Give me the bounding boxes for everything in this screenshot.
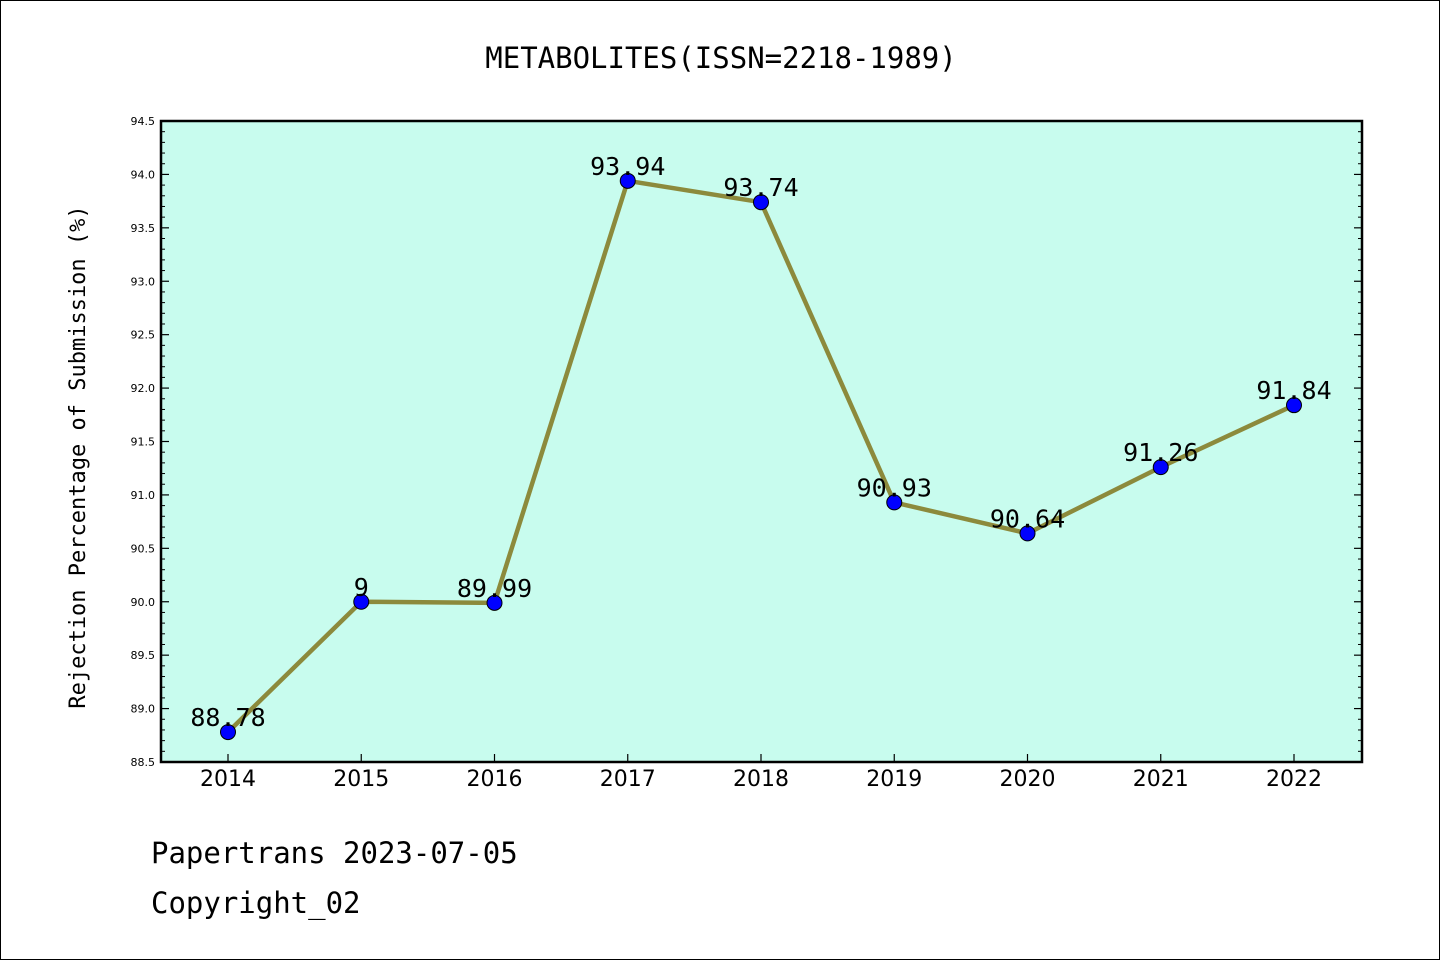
- data-point: [353, 593, 370, 610]
- y-tick-label: 92.0: [131, 382, 156, 395]
- data-label: 91.26: [1123, 438, 1198, 467]
- data-point: [886, 494, 903, 511]
- x-tick-label: 2014: [200, 767, 256, 792]
- y-axis: 88.5 89.0 89.5 90.0 90.5 91.0 91.5 92.0 92.5 93.0…: [131, 115, 1362, 769]
- x-tick-label: 2017: [600, 767, 656, 792]
- data-point: [1152, 459, 1169, 476]
- y-tick-label: 94.0: [131, 168, 156, 181]
- x-axis: 2014 2015 2016 2017 2018 2019 2020 2021 2022: [200, 754, 1322, 792]
- x-tick-label: 2016: [467, 767, 523, 792]
- plot-area: [159, 119, 1364, 764]
- chart-title: METABOLITES(ISSN=2218-1989): [485, 41, 956, 75]
- data-label: 9: [354, 573, 369, 602]
- data-label: 88.78: [190, 703, 265, 732]
- y-axis-label: Rejection Percentage of Submission (%): [66, 205, 91, 708]
- footer-copyright-text: Copyright_02: [151, 886, 361, 920]
- x-tick-label: 2020: [1000, 767, 1056, 792]
- y-tick-label: 91.0: [131, 489, 156, 502]
- data-point: [1286, 397, 1302, 414]
- y-tick-label: 90.5: [131, 542, 156, 555]
- y-tick-label: 91.5: [131, 436, 156, 449]
- x-tick-label: 2015: [333, 767, 389, 792]
- data-label: 90.93: [857, 473, 932, 502]
- data-point: [1019, 525, 1036, 542]
- data-point: [220, 724, 236, 741]
- x-tick-label: 2018: [733, 767, 789, 792]
- y-tick-label: 94.5: [131, 115, 156, 128]
- data-label: 89.99: [457, 574, 532, 603]
- x-tick-label: 2019: [866, 767, 922, 792]
- data-label: 93.74: [723, 173, 798, 202]
- y-tick-label: 93.5: [131, 222, 156, 235]
- data-point: [486, 594, 503, 611]
- y-tick-label: 89.0: [131, 703, 156, 716]
- data-point: [753, 194, 769, 211]
- y-tick-label: 93.0: [131, 275, 156, 288]
- y-tick-label: 89.5: [131, 649, 156, 662]
- footer-date-text: Papertrans 2023-07-05: [151, 836, 518, 870]
- data-label: 91.84: [1256, 376, 1331, 405]
- data-point: [619, 172, 636, 189]
- y-tick-label: 88.5: [131, 756, 156, 769]
- y-tick-label: 92.5: [131, 329, 156, 342]
- x-tick-label: 2022: [1266, 767, 1322, 792]
- series-group: 88.78 9 89.99 93.94 93.74 90.93 90.64 91.26 91.8…: [190, 152, 1332, 741]
- y-tick-label: 90.0: [131, 596, 156, 609]
- data-label: 90.64: [990, 504, 1065, 533]
- x-tick-label: 2021: [1133, 767, 1189, 792]
- data-label: 93.94: [590, 152, 665, 181]
